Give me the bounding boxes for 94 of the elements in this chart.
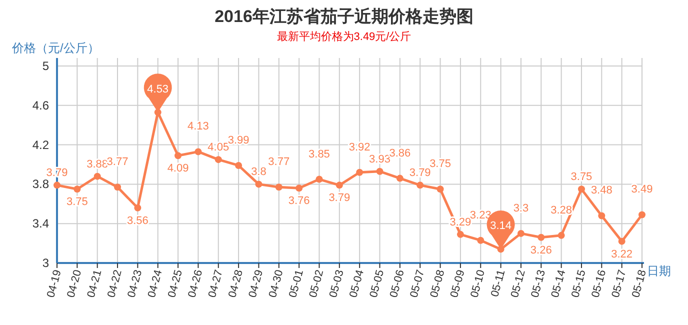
x-tick-label: 05-18 [630,268,649,299]
point [74,186,81,193]
point [376,168,384,175]
x-tick-label: 05-03 [327,268,346,299]
point [255,180,262,188]
data-label: 3.48 [590,184,612,197]
data-label: 3.14 [490,220,512,232]
point [436,186,444,193]
point [558,232,565,239]
x-tick-label: 05-11 [489,268,508,298]
data-label: 4.05 [208,142,230,154]
point [235,162,242,169]
point [477,236,484,244]
data-label: 3.85 [308,148,330,160]
x-tick-label: 04-20 [65,268,84,299]
point [578,186,585,193]
y-tick-label: 3.4 [32,216,50,231]
x-tick-label: 04-23 [126,268,145,299]
data-label: 3.28 [550,204,572,216]
data-label: 3.26 [530,244,552,256]
point [538,234,545,241]
data-label: 3.79 [328,192,350,204]
x-tick-label: 05-09 [448,268,468,299]
point [517,230,524,237]
point [456,230,464,238]
y-tick-label: 5 [42,59,50,73]
y-axis-title: 价格（元/公斤） [11,41,100,55]
y-tick-label: 4.6 [32,98,50,112]
point [416,182,424,189]
y-tick-label: 4.2 [32,138,50,152]
data-label: 3.77 [106,156,128,168]
x-tick-label: 05-13 [529,268,548,299]
data-label: 3.79 [409,167,431,180]
point [296,184,303,192]
data-label: 3.49 [631,184,653,196]
data-label: 3.75 [570,171,592,184]
data-label: 3.77 [268,156,290,168]
x-tick-label: 05-06 [388,268,407,299]
data-label: 3.75 [66,196,88,208]
x-tick-label: 05-16 [590,268,609,299]
x-tick-label: 05-01 [287,268,306,299]
data-label: 3.99 [228,134,250,146]
x-tick-label: 05-12 [508,268,528,299]
point [618,238,626,245]
point [94,172,101,180]
x-tick-label: 05-10 [468,268,488,299]
x-tick-label: 04-24 [146,268,165,299]
point [114,184,122,191]
point [598,212,606,220]
x-tick-label: 04-28 [226,268,246,299]
point [336,182,343,189]
x-tick-label: 04-27 [206,268,226,299]
x-tick-label: 04-25 [166,268,185,299]
data-label: 3.75 [430,158,451,170]
data-label: 3.3 [513,202,529,214]
x-tick-label: 04-29 [246,268,266,299]
point [134,204,142,212]
x-tick-label: 05-04 [348,268,366,299]
point [214,156,222,164]
point [275,184,282,191]
point [396,174,404,182]
point [54,182,60,189]
data-label: 3.56 [126,214,148,227]
point [356,168,364,176]
x-tick-label: 04-21 [85,268,104,299]
data-label: 3.22 [611,248,633,260]
x-tick-label: 05-17 [610,268,629,299]
data-label: 3.86 [389,147,411,160]
chart-subtitle: 最新平均价格为3.49元/公斤 [276,30,412,43]
x-tick-label: 05-05 [368,268,387,299]
data-label: 3.92 [348,141,370,154]
data-label: 4.53 [147,83,169,96]
x-tick-label: 05-08 [428,268,448,299]
x-tick-label: 05-14 [549,268,568,299]
point [316,176,323,183]
data-label: 3.8 [251,166,266,178]
x-tick-label: 04-19 [45,268,64,299]
chart-title: 2016年江苏省茄子近期价格走势图 [214,7,474,26]
x-tick-label: 04-22 [106,268,124,299]
x-tick-label: 04-30 [266,268,286,299]
data-label: 3.93 [369,153,390,166]
data-label: 4.13 [187,120,209,133]
x-tick-label: 05-02 [307,268,326,299]
x-axis-title: 日期 [647,264,671,278]
point [174,152,182,160]
data-label: 3.76 [288,195,310,208]
x-tick-label: 05-07 [408,268,427,299]
x-tick-label: 04-26 [186,268,206,299]
y-tick-label: 3.8 [32,177,50,192]
data-label: 4.09 [167,162,189,175]
point [638,211,646,218]
point [194,148,202,156]
y-tick-label: 3 [42,256,50,270]
x-tick-label: 05-15 [570,268,588,299]
